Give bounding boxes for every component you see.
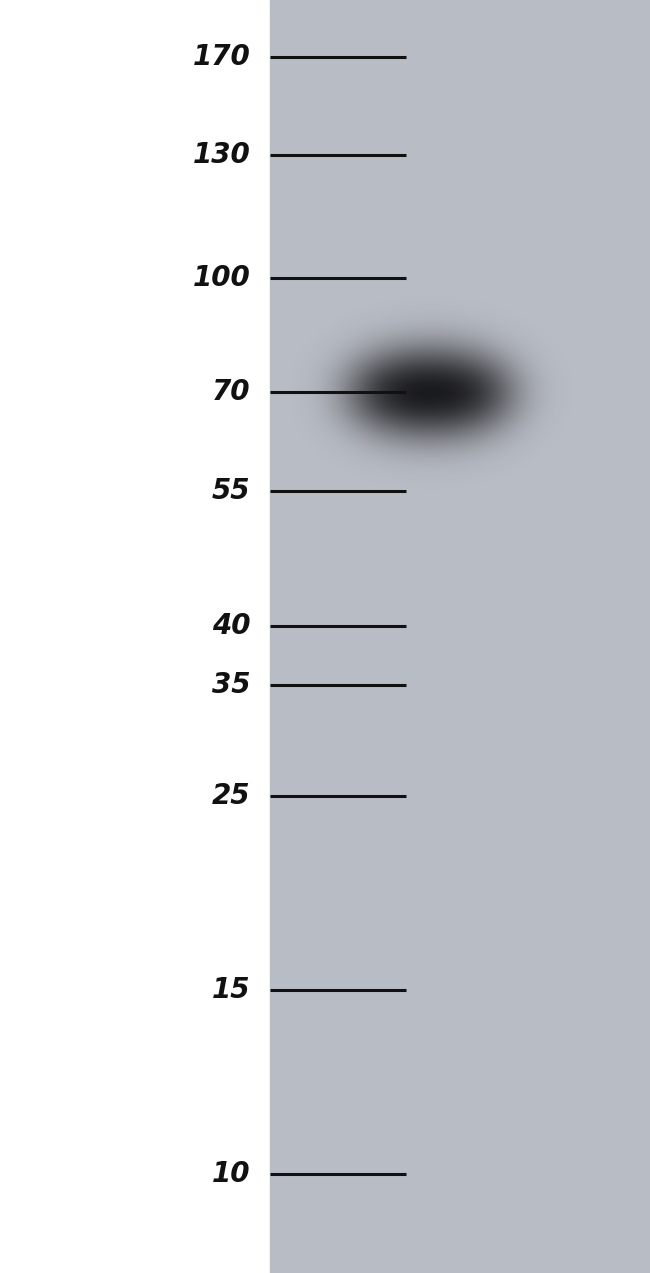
Bar <box>0 0 270 1273</box>
Bar <box>270 0 650 1273</box>
Text: 15: 15 <box>212 976 250 1004</box>
Text: 130: 130 <box>192 141 250 169</box>
Text: 170: 170 <box>192 43 250 71</box>
Text: 35: 35 <box>212 671 250 699</box>
Text: 55: 55 <box>212 477 250 505</box>
Text: 25: 25 <box>212 782 250 810</box>
Text: 40: 40 <box>212 612 250 640</box>
Text: 100: 100 <box>192 264 250 292</box>
Text: 70: 70 <box>212 378 250 406</box>
Text: 10: 10 <box>212 1160 250 1188</box>
